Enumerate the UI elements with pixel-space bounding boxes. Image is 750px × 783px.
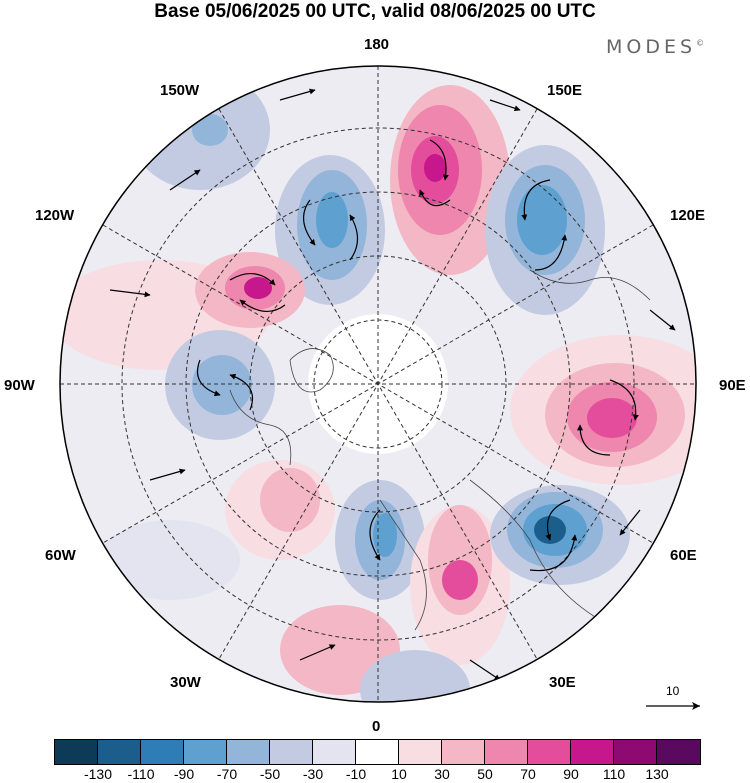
colorbar-tick-label: -90 xyxy=(173,766,195,782)
brand-mark: © xyxy=(696,38,705,48)
coastlines xyxy=(229,269,651,631)
colorbar-segment xyxy=(55,740,98,764)
colorbar-tick-label: 10 xyxy=(391,766,407,782)
lon-label-120w: 120W xyxy=(35,207,75,224)
polar-map xyxy=(59,65,697,703)
reference-vector-label: 10 xyxy=(666,684,680,698)
colorbar-segment xyxy=(98,740,141,764)
lon-label-90e: 90E xyxy=(719,377,746,394)
colorbar-segment xyxy=(356,740,399,764)
colorbar-tick-label: -30 xyxy=(302,766,324,782)
colorbar-segment xyxy=(313,740,356,764)
wind-vectors xyxy=(109,88,676,681)
colorbar-tick-label: 50 xyxy=(477,766,493,782)
lon-label-150e: 150E xyxy=(547,82,583,99)
colorbar-segment xyxy=(657,740,700,764)
colorbar-tick-label: 70 xyxy=(520,766,536,782)
colorbar-tick-label: 30 xyxy=(434,766,450,782)
colorbar-segment xyxy=(141,740,184,764)
colorbar-tick-label: -130 xyxy=(83,766,113,782)
map-border xyxy=(59,65,697,703)
lon-label-30w: 30W xyxy=(170,674,201,691)
lon-label-30e: 30E xyxy=(549,674,576,691)
colorbar-segment xyxy=(614,740,657,764)
colorbar-tick-label: -70 xyxy=(216,766,238,782)
lon-label-60e: 60E xyxy=(670,547,697,564)
colorbar-segment xyxy=(270,740,313,764)
lon-label-90w: 90W xyxy=(4,377,35,394)
colorbar-tick-label: -10 xyxy=(345,766,367,782)
colorbar-segment xyxy=(184,740,227,764)
colorbar-segment xyxy=(442,740,485,764)
lon-label-0: 0 xyxy=(372,718,381,735)
map-title: Base 05/06/2025 00 UTC, valid 08/06/2025… xyxy=(154,1,596,22)
graticule xyxy=(60,66,696,702)
colorbar-segment xyxy=(227,740,270,764)
colorbar xyxy=(54,739,701,765)
lon-label-120e: 120E xyxy=(670,207,706,224)
colorbar-segment xyxy=(571,740,614,764)
lon-label-180: 180 xyxy=(364,36,390,53)
lon-label-60w: 60W xyxy=(45,547,76,564)
colorbar-tick-label: 110 xyxy=(602,766,626,782)
colorbar-segment xyxy=(485,740,528,764)
reference-vector-arrow xyxy=(646,702,700,710)
colorbar-tick-label: 90 xyxy=(563,766,579,782)
colorbar-tick-label: 130 xyxy=(645,766,669,782)
colorbar-tick-label: -110 xyxy=(127,766,155,782)
colorbar-tick-label: -50 xyxy=(259,766,281,782)
colorbar-segment xyxy=(399,740,442,764)
modes-logo: MODES© xyxy=(606,36,704,58)
colorbar-segment xyxy=(528,740,571,764)
brand-text: MODES xyxy=(606,36,697,58)
lon-label-150w: 150W xyxy=(160,82,200,99)
anomaly-fields xyxy=(60,70,696,702)
